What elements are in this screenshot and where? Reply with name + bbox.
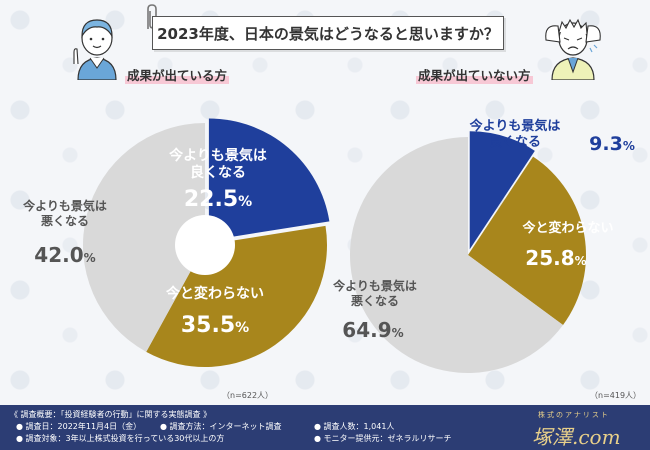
footer-provider: ● モニター提供元：ゼネラルリサーチ [314, 434, 452, 443]
pie-1-slice-1 [468, 156, 586, 325]
pie-0-label-2-line2: 悪くなる [41, 214, 89, 228]
pie-1-label-2-line1: 今よりも景気は [332, 278, 417, 293]
brand-logo: 塚澤.com [532, 425, 621, 449]
footer-date: ● 調査日：2022年11月4日（金） [16, 422, 142, 431]
pie-0-label-0-line2: 良くなる [190, 164, 246, 181]
footer-method: ● 調査方法：インターネット調査 [160, 422, 282, 431]
pie-0-label-1-line1: 今と変わらない [165, 285, 264, 302]
pie-1-slice-2 [349, 137, 564, 374]
pie-1-value-1: 25.8% [525, 246, 586, 270]
brand-tagline: 株式のアナリスト [538, 411, 610, 419]
worried-person-icon [545, 18, 601, 80]
footer-count: ● 調査人数：1,041人 [314, 422, 395, 431]
footer [0, 405, 650, 450]
left-panel-title: 成果が出ている方 [125, 68, 230, 84]
pie-0-center-hole [175, 215, 235, 275]
chart-title: 2023年度、日本の景気はどうなると思いますか？ [152, 16, 504, 50]
pie-1-label-0-line1: 今よりも景気は [469, 118, 561, 134]
pie-0-slice-1 [146, 225, 327, 368]
right-sample-size: （n=419人） [590, 391, 642, 400]
pie-1-label-2-line2: 悪くなる [351, 294, 399, 308]
pie-0-label-0-line1: 今よりも景気は [168, 147, 267, 164]
pie-1-label-1-line1: 今と変わらない [521, 220, 613, 236]
pie-0-value-0: 22.5% [184, 187, 252, 212]
happy-person-icon [73, 19, 117, 80]
pie-1-label-0-line2: 良くなる [489, 134, 541, 150]
footer-heading: 《 調査概要：「投資経験者の行動」に関する実態調査 》 [10, 410, 212, 419]
pie-1-value-0: 9.3% [589, 133, 635, 155]
pie-1-slice-0 [469, 131, 535, 250]
pie-0-slice-0 [208, 118, 330, 241]
pie-0-value-2: 42.0% [34, 243, 95, 267]
pie-0-slice-2 [83, 123, 205, 352]
right-panel-title: 成果が出ていない方 [416, 68, 533, 84]
pie-0-label-2-line1: 今よりも景気は [22, 198, 107, 213]
pie-charts: 今よりも景気は良くなる22.5%今と変わらない35.5%今よりも景気は悪くなる4… [22, 118, 635, 374]
pie-1-value-2: 64.9% [342, 318, 403, 342]
pie-0-value-1: 35.5% [181, 313, 249, 338]
footer-target: ● 調査対象：3年以上株式投資を行っている30代以上の方 [16, 434, 225, 443]
left-sample-size: （n=622人） [222, 391, 274, 400]
